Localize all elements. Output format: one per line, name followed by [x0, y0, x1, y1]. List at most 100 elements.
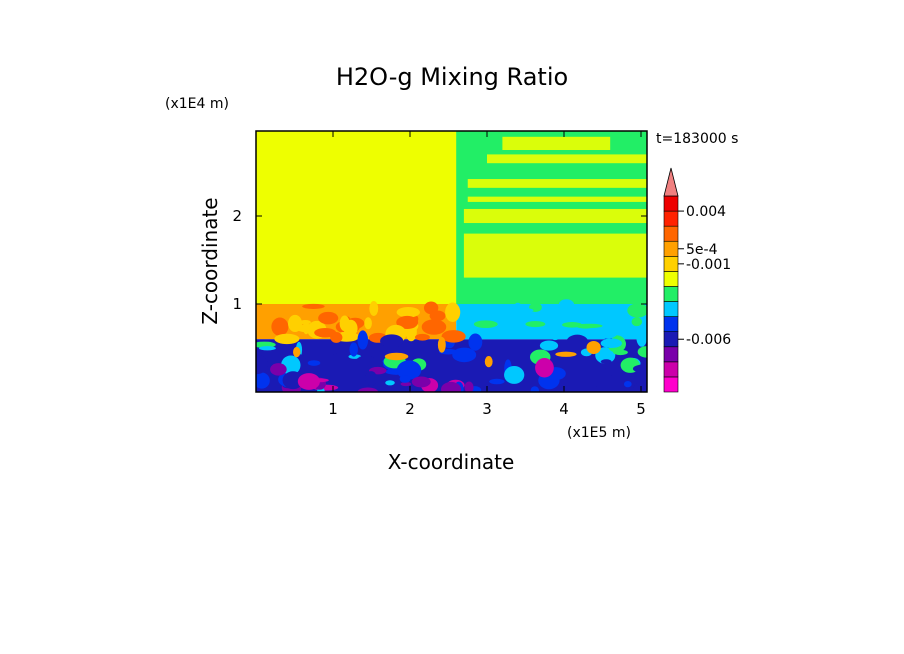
turbulence-cell — [399, 374, 411, 383]
turbulence-cell — [589, 367, 613, 388]
colorbar-band — [663, 286, 679, 302]
colorbar-band — [663, 376, 679, 393]
turbulence-cell — [309, 378, 329, 383]
turbulence-cell — [288, 314, 303, 333]
turbulence-cell — [636, 327, 647, 347]
turbulence-cell — [364, 317, 372, 330]
colorbar: 0.004 5e-4-0.001 -0.006 — [663, 167, 731, 393]
moisture-streak — [463, 208, 647, 224]
y-axis-label: Z-coordinate — [198, 197, 222, 324]
turbulence-cell — [369, 301, 379, 316]
turbulence-cell — [623, 380, 632, 388]
turbulence-cell — [484, 356, 493, 368]
plot-frame — [255, 130, 648, 393]
turbulence-cell — [530, 386, 540, 392]
turbulence-cell — [525, 320, 546, 328]
colorbar-band — [663, 225, 679, 242]
turbulence-cell — [274, 333, 300, 345]
turbulence-cell — [596, 327, 618, 339]
turbulence-cell — [380, 334, 404, 348]
turbulence-cell — [297, 373, 320, 390]
turbulence-cell — [558, 299, 575, 311]
plot-border — [255, 130, 648, 393]
colorbar-label: -0.006 — [686, 332, 731, 348]
turbulence-cell — [632, 381, 647, 392]
turbulence-cell — [539, 340, 559, 351]
turbulence-cell — [355, 355, 377, 368]
time-label: t=183000 s — [656, 131, 738, 147]
moisture-streak — [467, 196, 647, 202]
turbulence-cell — [632, 364, 647, 373]
turbulence-cell — [357, 387, 379, 392]
x-tick-label: 1 — [328, 400, 338, 418]
turbulence-cell — [293, 346, 301, 358]
turbulence-cell — [256, 354, 269, 375]
turbulence-cell — [318, 311, 339, 325]
moisture-streak — [463, 233, 647, 278]
colorbar-band — [663, 301, 679, 317]
turbulence-cell — [504, 365, 525, 384]
turbulence-cell — [441, 330, 466, 343]
y-unit-label: (x1E4 m) — [165, 96, 229, 112]
turbulence-cell — [400, 382, 412, 387]
turbulence-cell — [549, 328, 561, 341]
turbulence-cell — [558, 326, 577, 333]
turbulence-cell — [365, 371, 378, 386]
turbulence-cell — [296, 324, 322, 333]
moisture-streak — [502, 136, 611, 150]
x-tick-label: 5 — [636, 400, 646, 418]
turbulence-cell — [627, 303, 647, 318]
turbulence-cell — [396, 360, 422, 380]
moisture-streak — [487, 154, 647, 164]
turbulence-cell — [414, 333, 430, 341]
turbulence-cell — [437, 337, 446, 353]
turbulence-cell — [637, 346, 647, 358]
turbulence-cell — [411, 376, 431, 388]
turbulence-cell — [314, 327, 337, 338]
turbulence-cell — [464, 381, 474, 392]
colorbar-band — [663, 316, 679, 332]
colorbar-band — [663, 240, 679, 257]
turbulence-cell — [271, 317, 289, 336]
colorbar-arrow — [663, 167, 679, 197]
turbulence-cell — [566, 334, 589, 351]
turbulence-cell — [282, 371, 304, 390]
colorbar-label: 0.004 — [686, 204, 726, 220]
turbulence-cell — [396, 315, 419, 329]
moisture-streak — [467, 179, 647, 188]
turbulence-cell — [555, 351, 577, 357]
chart-title: H2O-g Mixing Ratio — [336, 63, 568, 91]
colorbar-label: 5e-4 — [686, 242, 718, 258]
turbulence-cell — [512, 308, 534, 313]
turbulence-cell — [445, 302, 461, 322]
turbulence-cell — [357, 330, 369, 350]
axis-ticks: 1 2 3 4 5 1 2 — [232, 131, 647, 418]
turbulence-cell — [600, 359, 612, 365]
turbulence-cell — [385, 380, 395, 386]
turbulence-cell — [600, 338, 622, 349]
turbulence-cell — [270, 363, 287, 376]
turbulence-cell — [610, 371, 628, 383]
turbulence-cell — [473, 320, 498, 328]
x-tick-label: 4 — [559, 400, 569, 418]
x-tick-label: 2 — [405, 400, 415, 418]
turbulence-cell — [483, 331, 492, 336]
turbulence-cell — [468, 333, 483, 351]
turbulence-cell — [452, 347, 477, 363]
colorbar-band — [663, 256, 679, 272]
turbulence-cell — [625, 317, 633, 326]
turbulence-cell — [429, 310, 446, 322]
turbulence-cell — [396, 306, 420, 318]
x-axis-label: X-coordinate — [388, 450, 515, 474]
colorbar-band — [663, 331, 679, 348]
turbulence-cell — [302, 303, 325, 309]
turbulence-cell — [343, 319, 358, 338]
turbulence-cell — [307, 360, 321, 366]
turbulence-cell — [441, 381, 462, 392]
turbulence-cell — [384, 352, 409, 361]
y-tick-label: 2 — [232, 207, 242, 225]
x-unit-label: (x1E5 m) — [567, 425, 631, 441]
colorbar-label: -0.001 — [686, 257, 731, 273]
turbulence-cell — [489, 378, 505, 385]
